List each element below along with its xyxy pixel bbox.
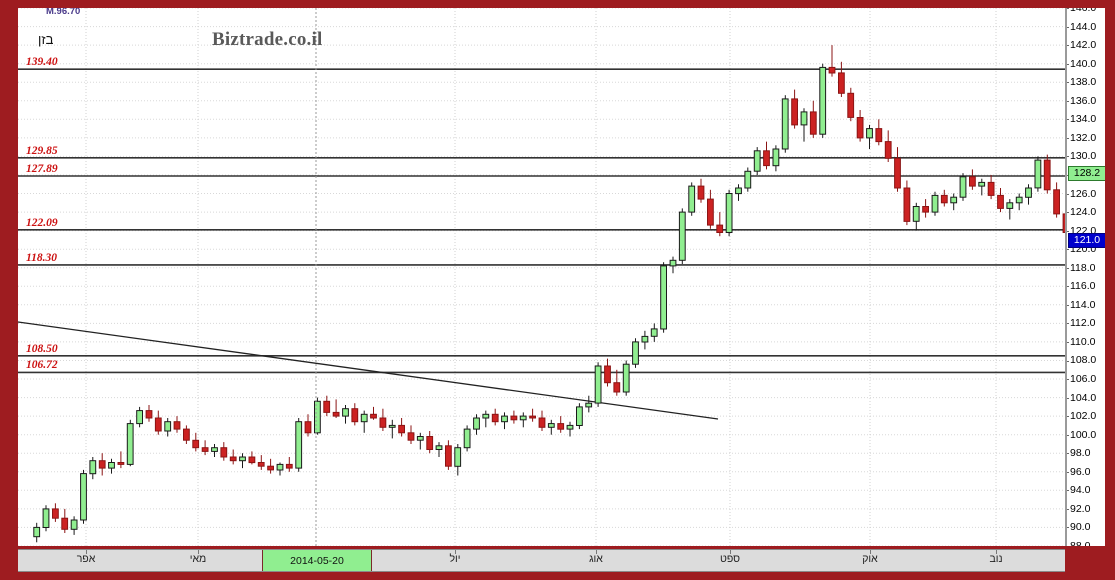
- price-tick-label: 142.0: [1070, 39, 1097, 52]
- price-tick-mark: [1067, 156, 1069, 158]
- price-tick-label: 106.0: [1070, 373, 1097, 386]
- price-tick-mark: [1067, 100, 1069, 102]
- price-tick-mark: [1067, 63, 1069, 65]
- time-axis-tick: [596, 550, 597, 554]
- price-tick-label: 102.0: [1070, 410, 1097, 423]
- price-tick-mark: [1067, 527, 1069, 529]
- price-marker-green: 128.2: [1068, 166, 1105, 182]
- price-tick-mark: [1067, 193, 1069, 195]
- price-tick-mark: [1067, 249, 1069, 251]
- price-tick-label: 146.0: [1070, 8, 1097, 14]
- price-tick-label: 108.0: [1070, 354, 1097, 367]
- level-label: 118.30: [26, 251, 57, 264]
- price-tick-mark: [1067, 304, 1069, 306]
- price-tick-label: 116.0: [1070, 280, 1096, 293]
- level-label: 127.89: [26, 162, 58, 175]
- price-tick-mark: [1067, 453, 1069, 455]
- candlesticks: [33, 45, 1065, 543]
- price-tick-mark: [1067, 8, 1069, 9]
- level-label: 106.72: [26, 359, 58, 372]
- window-frame-bottom: [0, 570, 1115, 580]
- price-tick-mark: [1067, 490, 1069, 492]
- trendline: [18, 321, 719, 420]
- price-tick-label: 98.0: [1070, 447, 1091, 460]
- price-axis[interactable]: 146.0 144.0 142.0 140.0 138.0 136.0 134.0 132.0…: [1065, 8, 1105, 546]
- price-tick-label: 126.0: [1070, 187, 1097, 200]
- price-tick-mark: [1067, 26, 1069, 28]
- price-tick-mark: [1067, 137, 1069, 139]
- price-tick-label: 140.0: [1070, 57, 1097, 70]
- price-tick-label: 134.0: [1070, 113, 1097, 126]
- price-tick-label: 120.0: [1070, 243, 1097, 256]
- price-tick-label: 110.0: [1070, 335, 1096, 348]
- price-tick-label: 118.0: [1070, 261, 1096, 274]
- time-axis-tick: [870, 550, 871, 554]
- price-tick-label: 114.0: [1070, 298, 1096, 311]
- symbol-label: בזן: [38, 32, 54, 47]
- price-tick-mark: [1067, 119, 1069, 121]
- price-tick-label: 96.0: [1070, 465, 1091, 478]
- price-tick-mark: [1067, 286, 1069, 288]
- price-tick-label: 136.0: [1070, 94, 1097, 107]
- window-frame-right: [1103, 0, 1115, 580]
- cursor-date-label: 2014-05-20: [262, 550, 372, 571]
- price-tick-mark: [1067, 416, 1069, 418]
- price-tick-label: 124.0: [1070, 206, 1097, 219]
- price-tick-label: 104.0: [1070, 391, 1097, 404]
- candlestick-plot-area[interactable]: M.96.70 בזן Biztrade.co.il 139.40 129.85 1…: [18, 8, 1065, 546]
- price-tick-mark: [1067, 323, 1069, 325]
- price-tick-label: 112.0: [1070, 317, 1096, 330]
- price-tick-label: 132.0: [1070, 131, 1097, 144]
- chart-header-text: M.96.70: [46, 8, 81, 17]
- price-tick-label: 90.0: [1070, 521, 1091, 534]
- price-tick-mark: [1067, 230, 1069, 232]
- price-tick-label: 88.0: [1070, 540, 1091, 546]
- chart-canvas: [18, 8, 1065, 546]
- time-axis-tick: [996, 550, 997, 554]
- watermark: Biztrade.co.il: [212, 29, 323, 50]
- price-tick-mark: [1067, 379, 1069, 380]
- time-axis-label: יול: [449, 553, 461, 565]
- window-frame-top: [0, 0, 1115, 8]
- price-tick-label: 138.0: [1070, 76, 1097, 89]
- price-tick-mark: [1067, 82, 1069, 84]
- price-tick-mark: [1067, 45, 1069, 47]
- time-axis-label: אוג: [589, 553, 603, 565]
- time-axis[interactable]: אפר מאי יול אוג ספט אוק נוב 2014-05-20: [18, 549, 1065, 572]
- price-tick-mark: [1067, 471, 1069, 473]
- time-axis-tick: [455, 550, 456, 554]
- level-label: 108.50: [26, 342, 58, 355]
- time-axis-label: ספט: [719, 553, 741, 565]
- time-axis-label: אוק: [862, 553, 878, 565]
- price-tick-mark: [1067, 360, 1069, 362]
- price-marker-blue: 121.0: [1068, 232, 1105, 248]
- time-axis-label: נוב: [989, 553, 1003, 565]
- price-tick-label: 92.0: [1070, 502, 1091, 515]
- time-axis-tick: [198, 550, 199, 554]
- level-label: 122.09: [26, 216, 58, 229]
- window-frame-left: [0, 0, 18, 580]
- grid-lines: [18, 8, 1065, 546]
- price-tick-mark: [1067, 434, 1069, 436]
- price-tick-mark: [1067, 397, 1069, 399]
- level-label: 139.40: [26, 56, 58, 69]
- price-tick-mark: [1067, 212, 1069, 214]
- price-tick-label: 144.0: [1070, 20, 1097, 33]
- price-tick-label: 122.0: [1070, 224, 1097, 237]
- time-axis-tick: [730, 550, 731, 554]
- time-axis-label: אפר: [76, 553, 96, 565]
- price-tick-mark: [1067, 267, 1069, 269]
- time-axis-label: מאי: [189, 553, 207, 565]
- time-axis-tick: [86, 550, 87, 554]
- price-tick-mark: [1067, 508, 1069, 510]
- price-tick-mark: [1067, 341, 1069, 343]
- level-label: 129.85: [26, 144, 58, 157]
- price-tick-label: 130.0: [1070, 150, 1097, 163]
- price-tick-label: 94.0: [1070, 484, 1091, 497]
- price-tick-label: 100.0: [1070, 428, 1097, 441]
